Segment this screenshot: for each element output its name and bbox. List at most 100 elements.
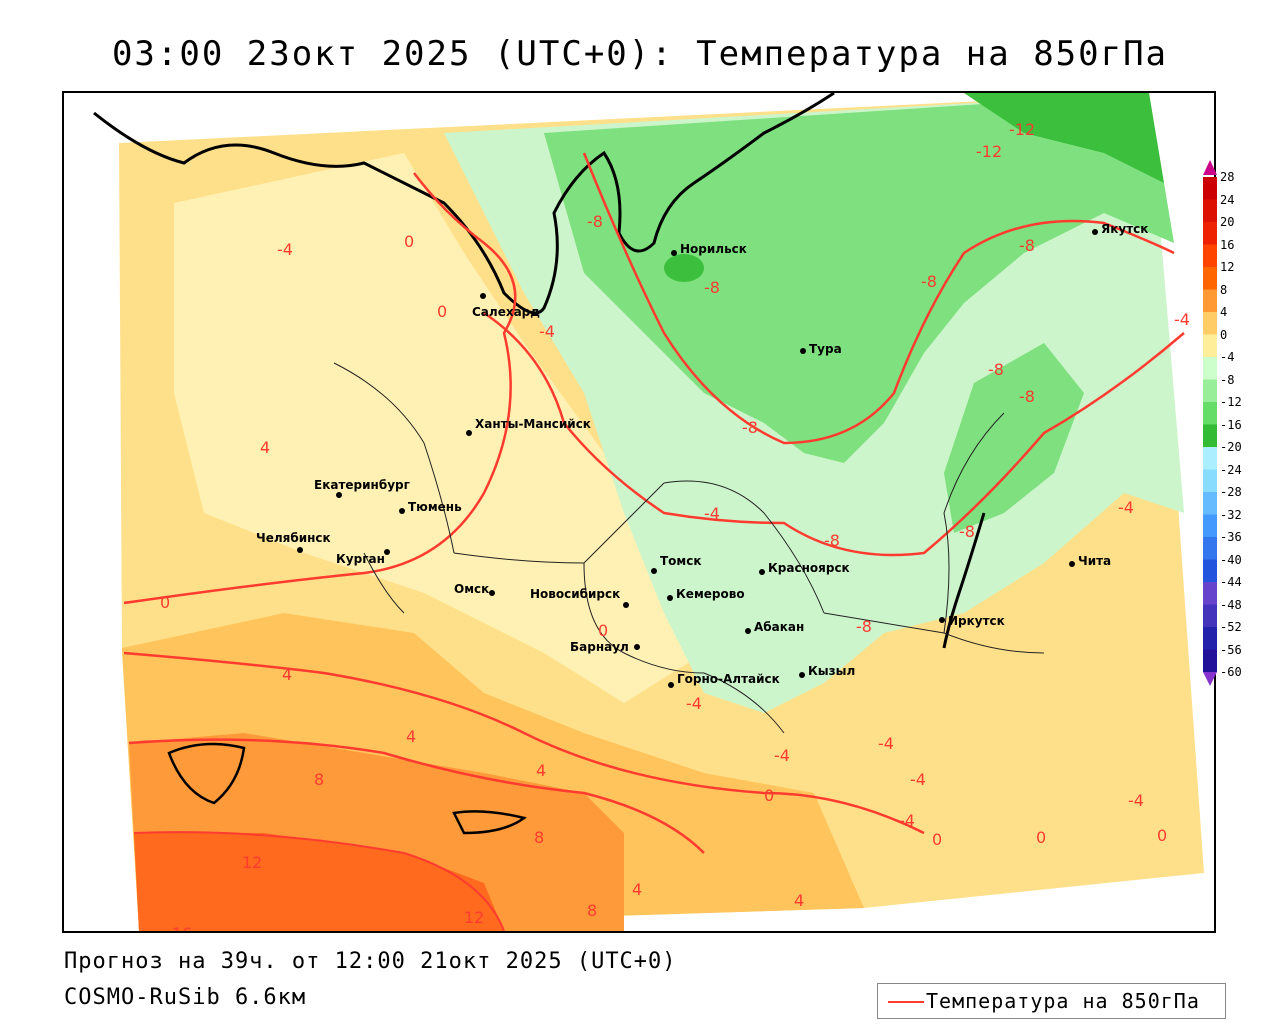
isotherm-labels: -12 -12 -8 -8 -8 -8 -8 -8 -8 -8 -8 -8 -4… <box>160 120 1190 931</box>
colorbar-swatches <box>1203 160 1217 686</box>
city-label: Чита <box>1078 554 1111 568</box>
isotherm-label: -8 <box>988 360 1004 379</box>
zone-cold-minus8 <box>544 93 1174 463</box>
colorbar-tick-label: -52 <box>1220 620 1242 634</box>
city-kemerovo: Кемерово <box>667 587 745 601</box>
isotherm-label: 4 <box>536 761 546 780</box>
isotherm-label: 4 <box>282 665 292 684</box>
isotherm-8 <box>128 738 705 854</box>
colorbar-swatch <box>1203 649 1217 672</box>
colorbar-tick-label: 4 <box>1220 305 1228 319</box>
city-norilsk: Норильск <box>671 242 747 256</box>
isotherm-label: 0 <box>598 621 608 640</box>
city-label: Ханты-Мансийск <box>475 417 591 431</box>
colorbar-tick-label: 28 <box>1220 170 1235 184</box>
city-tura: Тура <box>800 342 842 356</box>
city-khanty-mansiysk: Ханты-Мансийск <box>466 417 591 436</box>
isotherm-label: -8 <box>742 418 758 437</box>
colorbar-swatch <box>1203 312 1217 335</box>
isotherm-label: 0 <box>437 302 447 321</box>
colorbar-tick-label: -8 <box>1220 372 1235 387</box>
colorbar-tick-label: -16 <box>1220 417 1242 432</box>
isotherm-0 <box>123 172 517 605</box>
colorbar-tick-label: 20 <box>1220 215 1235 229</box>
city-krasnoyarsk: Красноярск <box>759 561 850 575</box>
legend-label: Температура на 850гПа <box>926 989 1200 1013</box>
isotherm-label: 0 <box>404 232 414 251</box>
city-barnaul: Барнаул <box>570 640 640 654</box>
city-label: Томск <box>660 554 702 568</box>
city-omsk: Омск <box>454 582 495 596</box>
colorbar-swatch <box>1203 244 1217 267</box>
isotherm-label: 12 <box>464 908 484 927</box>
isotherm-label: 4 <box>794 891 804 910</box>
isotherm-label: 8 <box>587 901 597 920</box>
colorbar-tick-label: -40 <box>1220 552 1242 567</box>
isotherm-label: -8 <box>959 522 975 541</box>
colorbar-swatch <box>1203 424 1217 447</box>
zone-cool-0 <box>174 153 704 703</box>
colorbar-swatch <box>1203 289 1217 312</box>
lake-small <box>452 810 527 835</box>
isotherm-label: -8 <box>824 531 840 550</box>
colorbar-tick-label: 8 <box>1220 282 1228 297</box>
colorbar-tick-label: -24 <box>1220 462 1242 477</box>
forecast-info: Прогноз на 39ч. от 12:00 21окт 2025 (UTC… <box>64 949 677 974</box>
city-yekaterinburg: Екатеринбург <box>314 478 410 498</box>
map-legend: Температура на 850гПа <box>877 983 1226 1019</box>
city-irkutsk: Иркутск <box>939 614 1005 628</box>
city-chita: Чита <box>1069 554 1111 568</box>
isotherm-minus4 <box>483 311 1185 557</box>
isotherm-label: -8 <box>587 212 603 231</box>
isotherm-label: -4 <box>539 322 555 341</box>
colorbar-tick-label: -4 <box>1220 350 1235 364</box>
isotherm-label: -4 <box>774 746 790 765</box>
coastline <box>93 93 835 315</box>
isotherm-label: -4 <box>686 694 702 713</box>
colorbar-tick-label: -44 <box>1220 575 1242 589</box>
colorbar-swatch <box>1203 267 1217 290</box>
isotherm-minus8 <box>582 152 1175 445</box>
isotherm-label: -4 <box>878 734 894 753</box>
city-yakutsk: Якутск <box>1092 222 1148 236</box>
isotherm-label: 0 <box>1157 826 1167 845</box>
isotherm-label: 0 <box>932 830 942 849</box>
colorbar-swatch <box>1203 177 1217 200</box>
isotherm-label: 4 <box>632 880 642 899</box>
city-markers: Якутск Норильск Салехард Тура Ханты-Манс… <box>256 222 1148 688</box>
colorbar-tick-label: -56 <box>1220 642 1242 657</box>
city-label: Якутск <box>1101 222 1148 236</box>
city-label: Тюмень <box>408 500 462 514</box>
region-borders <box>333 362 1045 734</box>
zone-cold-minus12 <box>964 93 1164 183</box>
city-label: Салехард <box>472 305 540 319</box>
colorbar-tick-label: -32 <box>1220 507 1242 522</box>
city-gorno-altaysk: Горно-Алтайск <box>668 672 780 688</box>
colorbar-swatch <box>1203 469 1217 492</box>
zone-warm-12 <box>134 833 504 931</box>
city-label: Абакан <box>754 620 804 634</box>
isotherm-label: -4 <box>704 504 720 523</box>
colorbar-tick-label: 16 <box>1220 237 1235 252</box>
colorbar-swatch <box>1203 402 1217 425</box>
isotherm-label: -4 <box>910 770 926 789</box>
city-kyzyl: Кызыл <box>799 664 855 678</box>
isotherm-label: 0 <box>764 786 774 805</box>
colorbar-tick-label: -60 <box>1220 665 1242 679</box>
colorbar-tick-label: -28 <box>1220 485 1242 499</box>
colorbar-swatch <box>1203 222 1217 245</box>
colorbar-tick-label: 24 <box>1220 192 1235 207</box>
isotherm-label: 0 <box>1036 828 1046 847</box>
legend-line-swatch <box>888 1001 924 1003</box>
city-label: Норильск <box>680 242 747 256</box>
city-label: Горно-Алтайск <box>677 672 780 686</box>
colorbar-swatch <box>1203 514 1217 537</box>
isotherm-label: -12 <box>1009 120 1035 139</box>
isotherm-label: 8 <box>534 828 544 847</box>
colorbar-tick-label: 12 <box>1220 260 1235 274</box>
zone-cold-minus8-east <box>944 343 1084 533</box>
isotherm-label: -4 <box>1128 791 1144 810</box>
map-canvas: -12 -12 -8 -8 -8 -8 -8 -8 -8 -8 -8 -8 -4… <box>93 93 1204 931</box>
isotherm-label: 12 <box>242 853 262 872</box>
colorbar-swatch <box>1203 582 1217 605</box>
